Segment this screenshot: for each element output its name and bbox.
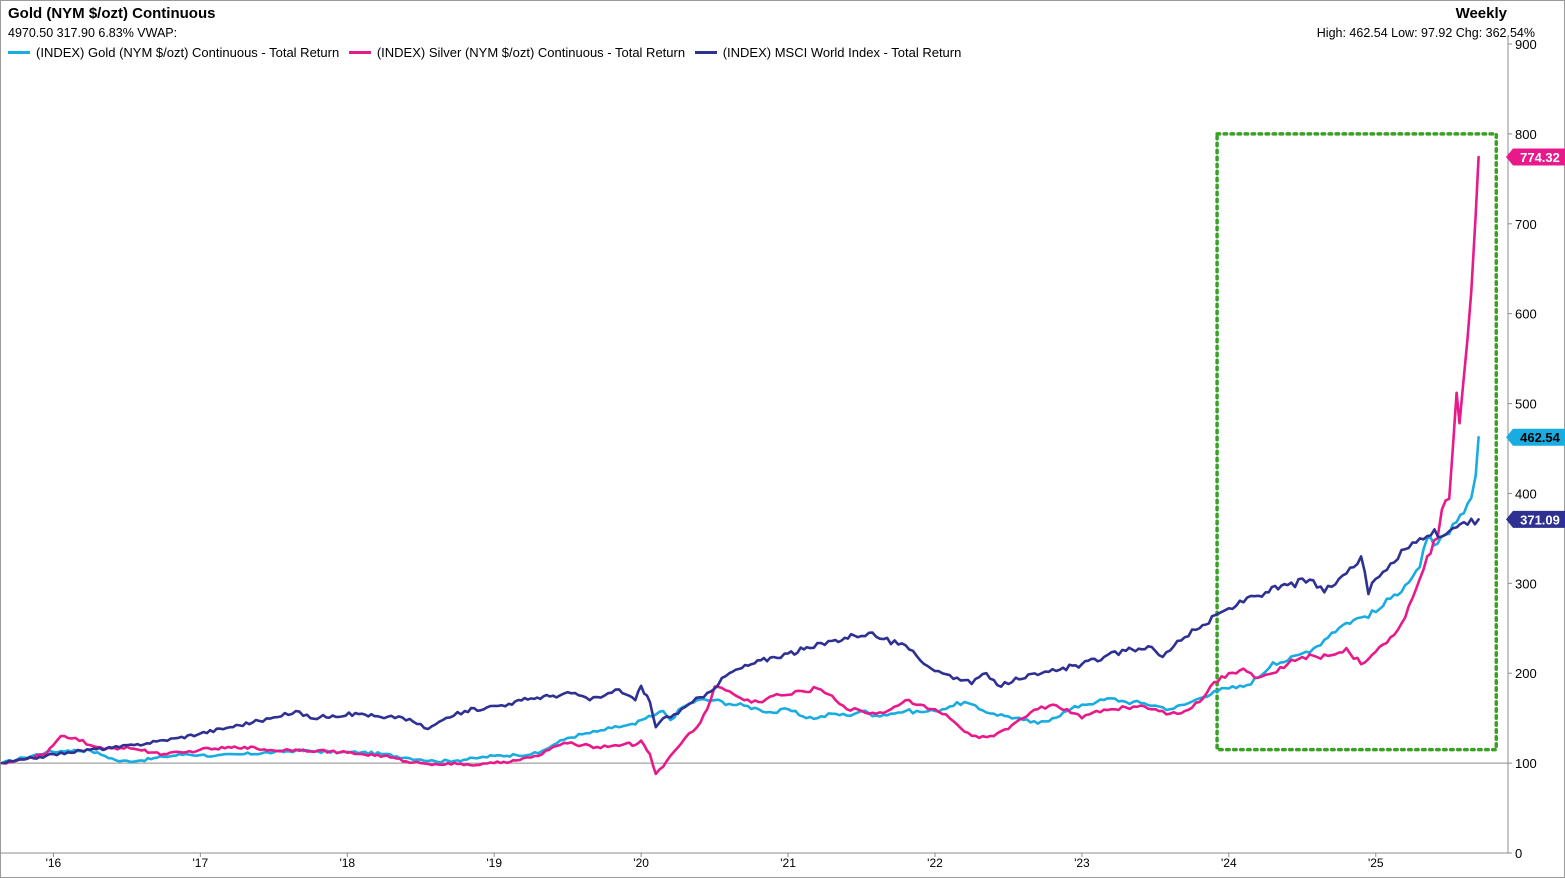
- x-tick-label: '22: [927, 856, 943, 870]
- last-value-tag-bg: [1506, 148, 1565, 166]
- high-low-change: High: 462.54 Low: 97.92 Chg: 362.54%: [1316, 26, 1535, 40]
- last-value-tag-msci: 371.09: [1506, 510, 1565, 528]
- legend-item-msci: (INDEX) MSCI World Index - Total Return: [694, 45, 962, 60]
- legend-label-msci: (INDEX) MSCI World Index - Total Return: [722, 45, 962, 60]
- axes: 0 100 200 300 400 500 600 700 800 900 '16 '17 '18 '19…: [0, 36, 1537, 870]
- y-tick-label: 700: [1515, 217, 1537, 232]
- x-tick-label: '25: [1368, 856, 1384, 870]
- x-tick-label: '20: [633, 856, 649, 870]
- y-tick-label: 0: [1515, 846, 1522, 861]
- y-tick-label: 900: [1515, 37, 1537, 52]
- legend: (INDEX) Gold (NYM $/ozt) Continuous - To…: [8, 45, 967, 60]
- x-tick-label: '21: [780, 856, 796, 870]
- legend-swatch-gold: [8, 51, 30, 55]
- last-value-tag-label: 774.32: [1520, 150, 1560, 165]
- series-line-gold: [0, 435, 1480, 765]
- x-tick-label: '18: [339, 856, 355, 870]
- y-tick-label: 300: [1515, 576, 1537, 591]
- legend-item-gold: (INDEX) Gold (NYM $/ozt) Continuous - To…: [8, 45, 339, 60]
- y-tick-label: 100: [1515, 756, 1537, 771]
- highlight-box: [1215, 132, 1498, 752]
- period-label: Weekly: [1455, 5, 1507, 22]
- price-stats: 4970.50 317.90 6.83% VWAP:: [8, 26, 178, 40]
- x-tick-label: '24: [1221, 856, 1237, 870]
- legend-item-silver: (INDEX) Silver (NYM $/ozt) Continuous - …: [348, 45, 686, 60]
- last-value-tag-bg: [1506, 428, 1565, 446]
- series-lines: [0, 155, 1480, 776]
- y-tick-label: 600: [1515, 307, 1537, 322]
- x-tick-label: '16: [46, 856, 62, 870]
- y-tick-label: 200: [1515, 666, 1537, 681]
- series-line-silver: [0, 155, 1480, 776]
- highlight-box-group: [1215, 132, 1498, 752]
- x-tick-label: '17: [193, 856, 209, 870]
- last-value-tag-silver: 774.32: [1506, 148, 1565, 166]
- series-line-msci: [0, 517, 1480, 765]
- y-tick-label: 800: [1515, 127, 1537, 142]
- last-value-tags: 462.54 774.32 371.09: [1506, 148, 1565, 528]
- last-value-tag-bg: [1506, 510, 1565, 528]
- chart-title: Gold (NYM $/ozt) Continuous: [8, 5, 216, 22]
- legend-label-gold: (INDEX) Gold (NYM $/ozt) Continuous - To…: [36, 45, 340, 60]
- x-tick-label: '23: [1074, 856, 1090, 870]
- y-tick-label: 400: [1515, 486, 1537, 501]
- legend-swatch-msci: [694, 51, 717, 55]
- y-tick-label: 500: [1515, 397, 1537, 412]
- last-value-tag-label: 371.09: [1520, 512, 1560, 527]
- legend-label-silver: (INDEX) Silver (NYM $/ozt) Continuous - …: [376, 45, 686, 60]
- last-value-tag-label: 462.54: [1520, 430, 1561, 445]
- last-value-tag-gold: 462.54: [1506, 428, 1565, 446]
- x-tick-label: '19: [486, 856, 502, 870]
- legend-swatch-silver: [348, 51, 371, 55]
